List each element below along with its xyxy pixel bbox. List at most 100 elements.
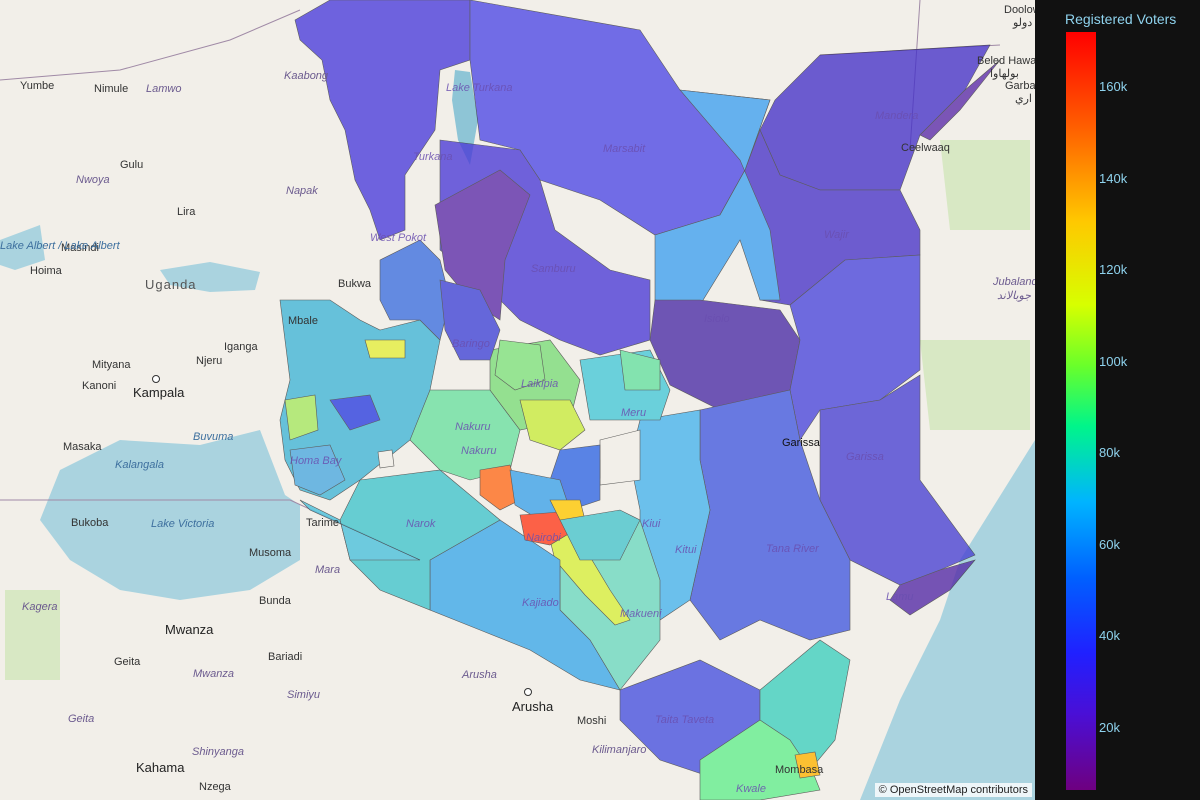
kenya-counties xyxy=(279,0,1001,800)
colorbar-tick-label: 40k xyxy=(1099,628,1120,644)
place-label: Nzega xyxy=(199,781,231,793)
place-label: Geita xyxy=(68,713,95,725)
county-kakamega-yellow xyxy=(364,339,406,359)
place-label: Napak xyxy=(286,185,318,197)
county-label: Nakuru xyxy=(461,445,497,457)
county-label: Kiui xyxy=(642,518,661,530)
county-label: Mandera xyxy=(875,110,919,122)
choropleth-map xyxy=(0,0,1035,800)
county-bungoma-green xyxy=(284,394,319,441)
county-white-enclave xyxy=(377,449,395,469)
colorbar-tick-label: 140k xyxy=(1099,170,1128,186)
county-homa-bay xyxy=(289,444,346,496)
place-label: Musoma xyxy=(249,547,292,559)
place-label: Mityana xyxy=(92,359,131,371)
place-label: Arusha xyxy=(512,699,554,714)
place-label: Masindi xyxy=(61,242,99,254)
place-label: Bunda xyxy=(259,595,291,607)
place-label: Doolow xyxy=(1004,4,1035,16)
county-mombasa-area xyxy=(794,751,821,779)
place-label: Jubaland xyxy=(993,276,1035,288)
lake-victoria-water xyxy=(40,430,300,600)
colorbar-gradient xyxy=(1066,32,1096,790)
place-label: Lira xyxy=(177,206,196,218)
place-label: Hoima xyxy=(30,265,62,277)
place-label: بولهاوا xyxy=(990,68,1019,80)
place-label: Kanoni xyxy=(82,380,117,392)
park-area xyxy=(940,140,1030,230)
map-attribution[interactable]: © OpenStreetMap contributors xyxy=(874,783,1032,797)
county-laikipia-yellow xyxy=(519,399,586,451)
place-label: Bariadi xyxy=(268,651,303,663)
county-label: Taita Taveta xyxy=(655,714,715,726)
colorbar-tick-label: 20k xyxy=(1099,720,1120,735)
place-label: Kampala xyxy=(133,385,185,400)
county-label: Nakuru xyxy=(455,421,491,433)
place-label: Buvuma xyxy=(193,431,234,443)
capital-marker-icon xyxy=(152,375,160,383)
county-samburu-purple xyxy=(434,169,531,321)
county-nyandarua-orange xyxy=(479,464,521,511)
place-label: Shinyanga xyxy=(192,746,244,758)
county-label: Lake Turkana xyxy=(446,82,513,94)
place-label: Mbale xyxy=(288,315,318,327)
place-label: Lamwo xyxy=(146,83,182,95)
place-label: Mombasa xyxy=(775,764,824,776)
ocean-water xyxy=(860,440,1035,800)
place-label: Iganga xyxy=(224,341,258,353)
place-label: Yumbe xyxy=(20,80,55,92)
county-tharaka-green xyxy=(619,349,661,391)
county-migori-southwest xyxy=(299,499,421,561)
county-label: Tana River xyxy=(766,543,819,555)
place-label: دولو xyxy=(1013,17,1033,29)
county-nyeri-green xyxy=(494,339,546,391)
county-label: Nairobi xyxy=(526,532,561,544)
place-label: Kilimanjaro xyxy=(592,744,647,756)
county-label: Baringo xyxy=(452,338,490,350)
map-canvas[interactable]: Doolow دولو Beled Hawa بولهاوا Garbah ار… xyxy=(0,0,1035,800)
place-label: Mwanza xyxy=(165,622,214,637)
place-label: Ceelwaaq xyxy=(901,142,950,154)
place-label: Beled Hawa xyxy=(977,55,1035,67)
county-label: Narok xyxy=(406,518,436,530)
place-label: Bukoba xyxy=(71,517,109,529)
colorbar-tick-label: 160k xyxy=(1099,79,1128,94)
lake-albert-water xyxy=(0,225,45,270)
place-label: Masaka xyxy=(63,441,102,453)
county-machakos xyxy=(559,509,641,561)
place-label: Mwanza xyxy=(193,668,234,680)
county-label: Kajiado xyxy=(522,597,559,609)
place-label: Kahama xyxy=(136,760,185,775)
place-label: Arusha xyxy=(462,669,497,681)
county-label: Makueni xyxy=(620,608,662,620)
county-meru-white xyxy=(599,429,641,486)
county-elgeyo-cluster xyxy=(379,239,451,341)
colorbar-tick-label: 120k xyxy=(1099,262,1128,278)
county-kisumu xyxy=(329,394,381,431)
county-label: Garissa xyxy=(846,451,884,463)
colorbar-tick-label: 100k xyxy=(1099,353,1128,369)
county-label: Laikipia xyxy=(521,378,559,390)
county-mandera-east xyxy=(919,59,1001,141)
place-label: Geita xyxy=(114,656,141,668)
county-label: West Pokot xyxy=(370,232,427,244)
place-label: Kalangala xyxy=(115,459,164,471)
county-label: Kwale xyxy=(736,783,766,795)
place-label: Nimule xyxy=(94,83,129,95)
place-label: Mara xyxy=(315,564,341,576)
county-label: Marsabit xyxy=(603,143,646,155)
place-label: Lake Albert / Lake Albert xyxy=(0,240,120,252)
place-label: Uganda xyxy=(145,277,197,292)
lake-kyoga-water xyxy=(160,262,260,292)
place-label: Moshi xyxy=(577,715,607,727)
lake-turkana-water xyxy=(452,70,478,165)
colorbar-tick-label: 60k xyxy=(1099,536,1120,552)
county-label: Kitui xyxy=(675,544,697,556)
county-label: Lamu xyxy=(886,591,914,603)
place-label: Bukwa xyxy=(338,278,372,290)
place-label: Garissa xyxy=(782,437,820,449)
place-label: Kagera xyxy=(22,601,58,613)
city-marker-icon xyxy=(524,688,532,696)
place-label: Nwoya xyxy=(76,174,110,186)
